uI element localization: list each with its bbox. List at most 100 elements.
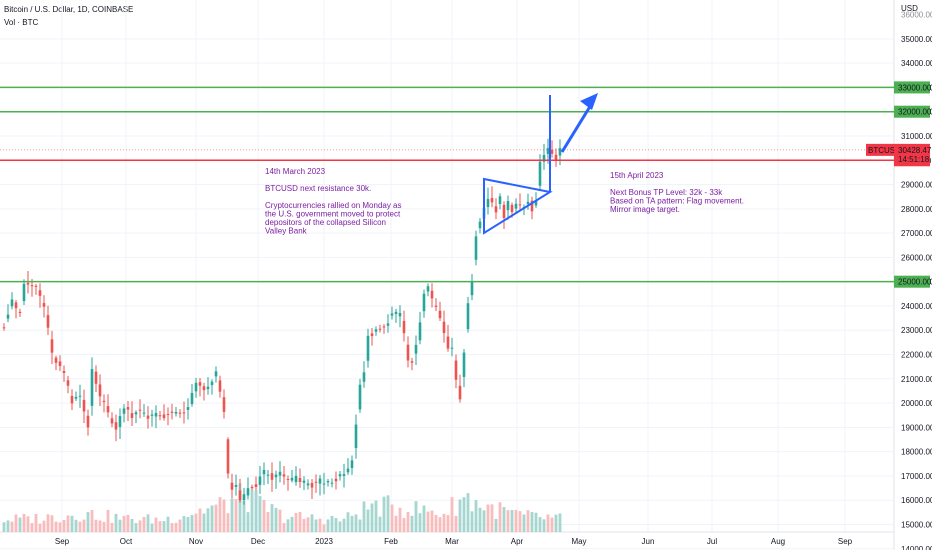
x-tick-label: Dec xyxy=(251,537,265,546)
candle-body xyxy=(230,482,234,490)
candle-body xyxy=(486,198,490,208)
level-label-box xyxy=(894,81,930,94)
x-tick-label: Jul xyxy=(707,537,717,546)
candle-body xyxy=(354,424,358,449)
y-tick-label: 29000.00 xyxy=(901,181,932,190)
candle-body xyxy=(210,381,214,386)
candle-body xyxy=(422,293,426,312)
volume-bar xyxy=(122,515,126,532)
candle-body xyxy=(542,154,546,162)
x-tick-label: 2023 xyxy=(315,537,333,546)
volume-bar xyxy=(86,512,90,532)
volume-bar xyxy=(154,517,158,532)
volume-bar xyxy=(342,518,346,532)
y-tick-label: 15000.00 xyxy=(901,521,932,530)
x-tick-label: Nov xyxy=(189,537,203,546)
candle-body xyxy=(270,473,274,480)
candle-body xyxy=(194,382,198,392)
volume-bar xyxy=(430,510,434,532)
candle-body xyxy=(406,344,410,361)
volume-bar xyxy=(194,513,198,532)
volume-bar xyxy=(166,516,170,532)
volume-bar xyxy=(326,519,330,532)
volume-bar xyxy=(394,515,398,532)
candle-body xyxy=(146,415,150,419)
volume-bar xyxy=(406,512,410,532)
candle-body xyxy=(222,397,226,412)
volume-bar xyxy=(174,522,178,532)
volume-bar xyxy=(30,523,34,532)
volume-bar xyxy=(190,514,194,532)
candle-body xyxy=(126,407,130,410)
volume-bar xyxy=(46,514,50,532)
candle-body xyxy=(70,395,74,404)
volume-bar xyxy=(170,523,174,532)
candle-body xyxy=(366,335,370,361)
candle-body xyxy=(502,204,506,218)
candle-body xyxy=(150,414,154,416)
candle-body xyxy=(22,283,26,302)
volume-bar xyxy=(110,522,114,532)
candle-body xyxy=(174,411,178,414)
volume-bar xyxy=(358,519,362,532)
volume-bar xyxy=(146,514,150,532)
volume-bar xyxy=(518,511,522,532)
candle-body xyxy=(458,385,462,400)
candle-body xyxy=(506,201,510,211)
candle-body xyxy=(378,328,382,330)
y-tick-label: 18000.00 xyxy=(901,448,932,457)
candle-body xyxy=(114,422,118,430)
volume-bar xyxy=(206,508,210,532)
volume-bar xyxy=(438,517,442,532)
candle-body xyxy=(162,414,166,419)
volume-bar xyxy=(54,521,58,532)
volume-bar xyxy=(530,511,534,532)
volume-bar xyxy=(142,517,146,532)
y-tick-label: 24000.00 xyxy=(901,302,932,311)
volume-bar xyxy=(422,505,426,532)
candle-body xyxy=(26,282,30,285)
candle-body xyxy=(106,406,110,413)
annotation-right-line: 15th April 2023 xyxy=(610,171,664,180)
volume-bar xyxy=(482,510,486,532)
volume-bar xyxy=(474,500,478,532)
candle-body xyxy=(190,392,194,405)
candle-body xyxy=(142,412,146,414)
annotation-left-line: Cryptocurrencies rallied on Monday as xyxy=(265,201,402,210)
candle-body xyxy=(414,344,418,354)
candle-body xyxy=(446,336,450,349)
candle-body xyxy=(94,371,98,384)
volume-bar xyxy=(510,509,514,532)
candle-body xyxy=(134,412,138,415)
candle-body xyxy=(54,357,58,363)
volume-bar xyxy=(470,511,474,532)
candle-body xyxy=(442,321,446,334)
candle-body xyxy=(118,416,122,427)
volume-bar xyxy=(162,521,166,532)
level-label: 25000.00 xyxy=(898,278,932,287)
volume-bar xyxy=(126,514,130,532)
volume-bar xyxy=(138,520,142,532)
volume-bar xyxy=(522,514,526,532)
volume-bar xyxy=(218,497,222,532)
volume-bar xyxy=(234,499,238,532)
candle-body xyxy=(50,339,54,353)
candle-body xyxy=(510,204,514,213)
candle-body xyxy=(410,361,414,363)
volume-bar xyxy=(198,508,202,532)
y-tick-label: 22000.00 xyxy=(901,351,932,360)
volume-bar xyxy=(426,511,430,532)
volume-bar xyxy=(158,521,162,532)
volume-bar xyxy=(434,514,438,532)
y-tick-label: 36000.00 xyxy=(901,11,932,20)
candle-body xyxy=(310,482,314,488)
candle-body xyxy=(78,395,82,397)
volume-bar xyxy=(402,518,406,532)
annotation-left-line: the U.S. government moved to protect xyxy=(265,210,401,219)
volume-bar xyxy=(442,513,446,532)
x-tick-label: Mar xyxy=(445,537,459,546)
volume-bar xyxy=(382,496,386,532)
candle-body xyxy=(370,333,374,337)
candle-body xyxy=(2,327,6,329)
